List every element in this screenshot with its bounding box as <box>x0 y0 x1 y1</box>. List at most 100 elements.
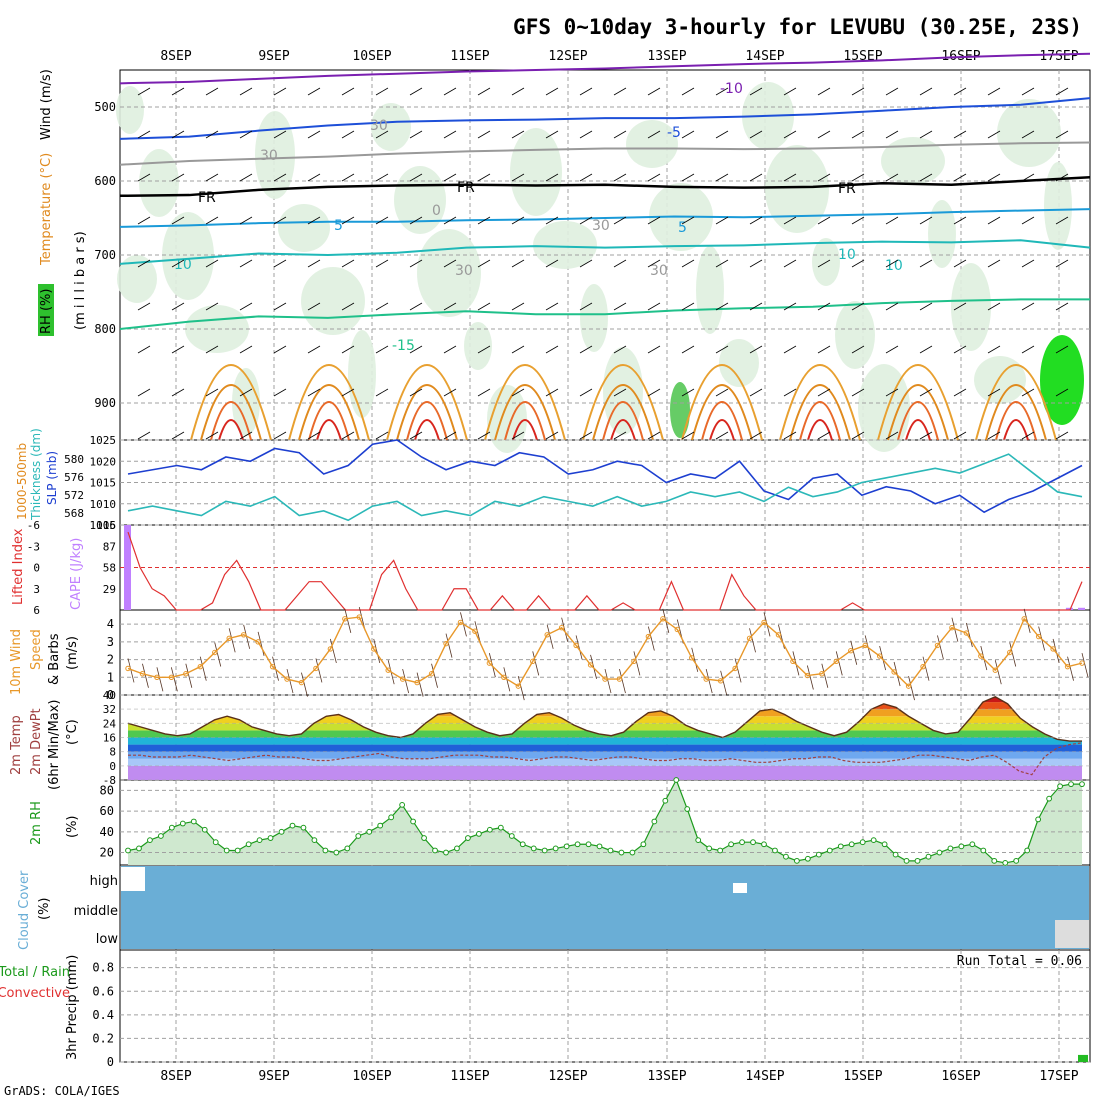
wind-barb <box>647 388 661 397</box>
wind-tick-label: 4 <box>107 617 114 631</box>
wind-barb <box>307 259 321 268</box>
wind-barb <box>1055 345 1069 354</box>
rh2m-point <box>728 841 735 848</box>
rh-shading <box>997 99 1061 167</box>
wind-barb <box>239 345 253 354</box>
wind-barb <box>715 431 729 440</box>
wind-barb <box>749 302 763 311</box>
wind-barb <box>545 259 559 268</box>
temp-band <box>128 716 1082 724</box>
wind-barb <box>545 302 559 311</box>
warm-contour <box>316 419 342 441</box>
ylabel-cloud-unit: (%) <box>37 898 52 921</box>
wind-barb <box>511 431 525 440</box>
wind-tick-label: 1 <box>107 670 114 684</box>
rh-shading <box>510 128 562 216</box>
contour-label: -5 <box>667 125 681 141</box>
rh2m-point <box>629 849 636 856</box>
wind10-point <box>891 669 897 675</box>
rh-shading <box>185 305 249 353</box>
wind-barb <box>749 259 763 268</box>
wind10-point <box>515 683 521 689</box>
rh2m-point <box>947 845 954 852</box>
rh-shading <box>719 339 759 387</box>
rh-high-shading <box>670 382 690 438</box>
rh2m-point <box>136 845 142 852</box>
wind-barb <box>783 216 797 225</box>
warm-contour <box>582 364 664 441</box>
wind-barb <box>239 388 253 397</box>
wind10-barb <box>170 667 178 692</box>
wind-barb <box>817 388 831 397</box>
wind-barb <box>1055 130 1069 139</box>
ylabel-temp-c: (6hr Min/Max) <box>47 700 62 790</box>
rh2m-point <box>366 828 373 835</box>
ylabel-rh: RH (%) <box>39 289 54 334</box>
rh-shading <box>626 120 678 168</box>
isotherm-line <box>119 52 1091 85</box>
wind10-point <box>269 663 276 670</box>
wind-barb <box>171 130 185 139</box>
wind-barb <box>817 302 831 311</box>
wind10-barb <box>575 635 583 660</box>
wind-barb <box>1021 216 1035 225</box>
wind-barb <box>341 87 355 96</box>
wind-barb <box>715 302 729 311</box>
rh2m-point <box>914 857 921 864</box>
cape-bar <box>124 525 131 610</box>
rh-shading <box>348 330 376 418</box>
slp-tick-label: 1005 <box>90 519 117 532</box>
cape-tick-label: 29 <box>103 583 116 596</box>
wind-barb <box>987 345 1001 354</box>
wind-barb <box>375 431 389 440</box>
cape-bar <box>1065 607 1073 610</box>
wind-barb <box>681 216 695 225</box>
wind10-point <box>587 662 594 668</box>
wind-barb <box>885 345 899 354</box>
panel-frame <box>119 609 1091 696</box>
wind10-point <box>139 671 146 677</box>
wind-barb <box>307 345 321 354</box>
wind-barb <box>409 302 423 311</box>
wind10-point <box>790 658 796 665</box>
rh2m-tick-label: 20 <box>100 846 114 860</box>
wind10-point <box>746 635 753 642</box>
temp-tick-label: 32 <box>103 703 116 716</box>
rh2m-point <box>936 849 943 856</box>
wind10-point <box>1079 660 1085 666</box>
warm-contour <box>504 401 546 441</box>
wind10-point <box>1007 649 1013 656</box>
ylabel-temperature: Temperature (°C) <box>39 153 54 266</box>
warm-contour <box>200 384 262 441</box>
wind-barb <box>851 87 865 96</box>
wind10-point <box>501 674 507 680</box>
precip-bar <box>1078 1054 1088 1062</box>
wind-barb <box>919 87 933 96</box>
wind-barb <box>511 302 525 311</box>
rh2m-point <box>772 847 778 854</box>
slp-tick-label: 1020 <box>90 455 117 468</box>
wind-barb <box>579 216 593 225</box>
temp-tick-label: 16 <box>103 732 116 745</box>
rh2m-point <box>355 833 362 839</box>
ylabel-rh2m-unit: (%) <box>65 816 80 839</box>
wind10-barb <box>619 668 626 694</box>
wind10-barb <box>1081 653 1089 678</box>
wind-barb <box>715 130 729 139</box>
x-tick-label-top: 9SEP <box>258 49 289 64</box>
rh2m-point <box>344 845 351 852</box>
y-tick-label: 800 <box>94 322 116 336</box>
wind-barb <box>137 130 151 139</box>
wind-tick-label: 0 <box>107 688 114 702</box>
contour-label: 10 <box>174 257 192 273</box>
wind10-point <box>761 619 767 626</box>
wind-barb <box>375 388 389 397</box>
wind10-point <box>371 646 377 652</box>
wind-barb <box>749 87 763 96</box>
rh2m-point <box>837 843 844 850</box>
wind10-barb <box>908 676 915 701</box>
wind-barb <box>1055 431 1069 440</box>
wind-barb <box>987 388 1001 397</box>
wind-barb <box>137 345 151 354</box>
wind-barb <box>987 302 1001 311</box>
